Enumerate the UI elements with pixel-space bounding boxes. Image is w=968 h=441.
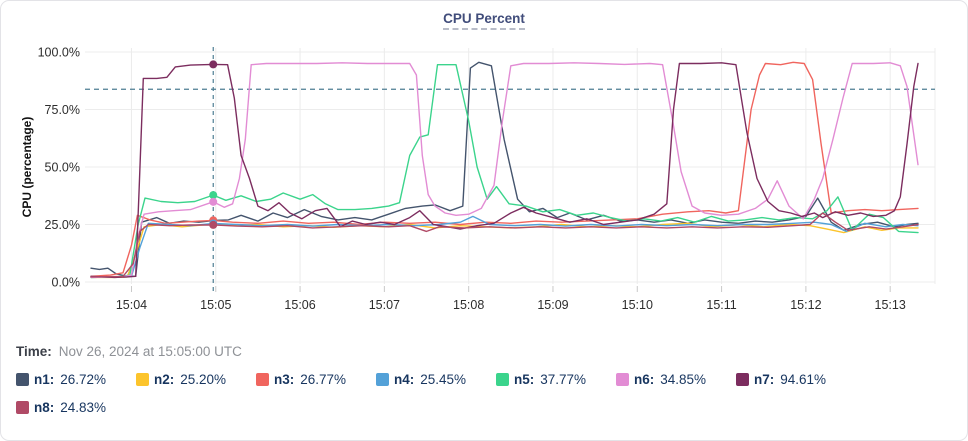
x-tick-label: 15:05 — [200, 298, 231, 312]
y-axis-title: CPU (percentage) — [20, 117, 34, 218]
legend-name: n4: — [394, 372, 415, 387]
x-tick-label: 15:11 — [706, 298, 736, 312]
legend-swatch-n8 — [16, 401, 29, 414]
y-tick-label: 100.0% — [38, 46, 80, 60]
legend-swatch-n5 — [496, 373, 509, 386]
y-tick-label: 50.0% — [45, 161, 80, 175]
legend-item-n7[interactable]: n7: 94.61% — [736, 372, 856, 387]
legend-swatch-n4 — [376, 373, 389, 386]
legend-item-n5[interactable]: n5: 37.77% — [496, 372, 616, 387]
x-tick-label: 15:07 — [369, 298, 400, 312]
legend-name: n5: — [514, 372, 535, 387]
legend-value: 26.77% — [300, 372, 347, 387]
chart-legend: n1: 26.72% n2: 25.20% n3: 26.77% n4: 25.45% n5: 3… — [16, 372, 956, 415]
series-line-n5 — [90, 64, 919, 279]
y-tick-label: 75.0% — [45, 103, 80, 117]
legend-value: 34.85% — [660, 372, 707, 387]
crosshair-dot-n6 — [209, 197, 218, 206]
legend-swatch-n1 — [16, 373, 29, 386]
x-tick-label: 15:12 — [790, 298, 821, 312]
series-line-n8 — [90, 212, 919, 278]
crosshair-dot-n7 — [209, 60, 218, 69]
time-row: Time: Nov 26, 2024 at 15:05:00 UTC — [16, 344, 242, 359]
legend-swatch-n7 — [736, 373, 749, 386]
time-row-value: Nov 26, 2024 at 15:05:00 UTC — [58, 344, 242, 359]
crosshair-dot-n8 — [209, 220, 218, 229]
legend-name: n8: — [34, 400, 55, 415]
x-tick-label: 15:06 — [284, 298, 315, 312]
time-row-label: Time: — [16, 344, 52, 359]
plot-area[interactable] — [85, 48, 935, 284]
legend-swatch-n2 — [136, 373, 149, 386]
legend-item-n6[interactable]: n6: 34.85% — [616, 372, 736, 387]
cpu-percent-chart[interactable]: 0.0% 25.0% 50.0% 75.0% 100.0% 15:04 15:05 15:06… — [1, 1, 968, 323]
y-tick-label: 0.0% — [52, 276, 81, 290]
x-tick-label: 15:08 — [453, 298, 484, 312]
panel-title[interactable]: CPU Percent — [443, 11, 525, 30]
legend-item-n1[interactable]: n1: 26.72% — [16, 372, 136, 387]
legend-swatch-n6 — [616, 373, 629, 386]
series-line-n3 — [90, 61, 919, 277]
legend-item-n3[interactable]: n3: 26.77% — [256, 372, 376, 387]
legend-item-n2[interactable]: n2: 25.20% — [136, 372, 256, 387]
legend-item-n4[interactable]: n4: 25.45% — [376, 372, 496, 387]
legend-value: 26.72% — [60, 372, 107, 387]
legend-name: n7: — [754, 372, 775, 387]
x-tick-label: 15:09 — [537, 298, 568, 312]
panel-header: CPU Percent — [1, 11, 967, 30]
legend-item-n8[interactable]: n8: 24.83% — [16, 400, 136, 415]
legend-name: n1: — [34, 372, 55, 387]
crosshair-dot-n5 — [209, 191, 218, 200]
legend-value: 24.83% — [60, 400, 107, 415]
legend-swatch-n3 — [256, 373, 269, 386]
legend-value: 94.61% — [780, 372, 827, 387]
x-tick-label: 15:10 — [622, 298, 653, 312]
legend-name: n6: — [634, 372, 655, 387]
legend-name: n2: — [154, 372, 175, 387]
series-line-n7 — [90, 62, 919, 279]
x-tick-label: 15:04 — [116, 298, 147, 312]
legend-value: 25.45% — [420, 372, 467, 387]
x-tick-label: 15:13 — [875, 298, 906, 312]
legend-name: n3: — [274, 372, 295, 387]
legend-value: 37.77% — [540, 372, 587, 387]
y-tick-label: 25.0% — [45, 218, 80, 232]
legend-value: 25.20% — [180, 372, 227, 387]
